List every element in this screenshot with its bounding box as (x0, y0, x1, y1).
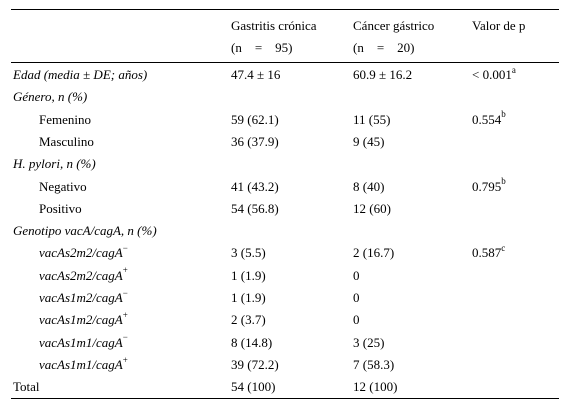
cell-cancer: 0 (353, 267, 360, 283)
table-row: Género, n (%) (11, 86, 559, 108)
header-gastritis-n: (n = 95) (231, 40, 293, 55)
cell-cancer: 0 (353, 290, 360, 305)
row-label: Positivo (39, 200, 82, 216)
cell-gastritis: 54 (100) (231, 379, 276, 395)
cell-cancer: 60.9 ± 16.2 (353, 67, 413, 82)
header-cancer: Cáncer gástrico (n = 20) (353, 15, 434, 59)
row-label: Negativo (39, 178, 87, 194)
cell-gastritis: 36 (37.9) (231, 133, 279, 149)
table-row: Total 54 (100) 12 (100) (11, 376, 559, 398)
table-row: Positivo 54 (56.8) 12 (60) (11, 198, 559, 220)
cell-pvalue: < 0.001a (472, 64, 516, 82)
cell-cancer: 8 (40) (353, 178, 385, 194)
table-row: Masculino 36 (37.9) 9 (45) (11, 131, 559, 153)
header-gastritis: Gastritis crónica (n = 95) (231, 15, 317, 59)
row-label: Género, n (%) (13, 89, 88, 105)
cell-gastritis: 1 (1.9) (231, 290, 266, 305)
cell-cancer: 9 (45) (353, 133, 385, 149)
top-rule (11, 9, 559, 10)
table-row: Femenino 59 (62.1) 11 (55) 0.554b (11, 109, 559, 131)
row-label: vacAs1m1/cagA+ (39, 354, 128, 372)
cell-pvalue: 0.795b (472, 176, 506, 194)
cell-cancer: 3 (25) (353, 334, 385, 350)
table-row: Genotipo vacA/cagA, n (%) (11, 220, 559, 242)
cell-cancer: 11 (55) (353, 111, 391, 127)
row-label: H. pylori, n (%) (13, 156, 96, 172)
cell-gastritis: 1 (1.9) (231, 267, 266, 283)
cell-cancer: 12 (100) (353, 379, 398, 395)
cell-pvalue: 0.587c (472, 243, 506, 261)
row-label: vacAs1m2/cagA+ (39, 309, 128, 328)
table-row: vacAs1m1/cagA− 8 (14.8) 3 (25) (11, 332, 559, 354)
header-rule (11, 62, 559, 63)
table-row: vacAs2m2/cagA+ 1 (1.9) 0 (11, 265, 559, 287)
row-label: vacAs1m1/cagA− (39, 332, 128, 350)
row-label: vacAs2m2/cagA− (39, 243, 128, 261)
cell-cancer: 0 (353, 312, 360, 328)
row-label: vacAs1m2/cagA− (39, 287, 128, 305)
cell-cancer: 7 (58.3) (353, 356, 395, 372)
bottom-rule (11, 398, 559, 399)
header-gastritis-title: Gastritis crónica (231, 18, 317, 33)
row-label: vacAs2m2/cagA+ (39, 265, 128, 283)
table-row: Edad (media ± DE; años) 47.4 ± 16 60.9 ± 1… (11, 64, 559, 86)
cell-pvalue: 0.554b (472, 109, 506, 127)
row-label: Total (13, 379, 40, 395)
table-header: Gastritis crónica (n = 95) Cáncer gástri… (11, 11, 559, 61)
row-label: Edad (media ± DE; años) (13, 67, 148, 82)
cell-gastritis: 39 (72.2) (231, 356, 279, 372)
table-row: vacAs1m2/cagA− 1 (1.9) 0 (11, 287, 559, 309)
header-pvalue: Valor de p (472, 18, 526, 33)
row-label: Femenino (39, 111, 91, 127)
table-row: vacAs1m1/cagA+ 39 (72.2) 7 (58.3) (11, 354, 559, 376)
cell-gastritis: 47.4 ± 16 (231, 67, 281, 82)
cell-gastritis: 41 (43.2) (231, 178, 279, 194)
table-row: H. pylori, n (%) (11, 153, 559, 175)
cell-cancer: 12 (60) (353, 200, 391, 216)
header-cancer-title: Cáncer gástrico (353, 18, 435, 33)
cell-gastritis: 2 (3.7) (231, 312, 266, 328)
table-row: vacAs1m2/cagA+ 2 (3.7) 0 (11, 309, 559, 331)
row-label: Masculino (39, 133, 94, 149)
table-row: Negativo 41 (43.2) 8 (40) 0.795b (11, 176, 559, 198)
cell-gastritis: 3 (5.5) (231, 245, 266, 261)
cell-gastritis: 8 (14.8) (231, 334, 273, 350)
row-label: Genotipo vacA/cagA, n (%) (13, 223, 157, 239)
cell-gastritis: 54 (56.8) (231, 200, 279, 216)
cell-gastritis: 59 (62.1) (231, 111, 279, 127)
cell-cancer: 2 (16.7) (353, 245, 395, 261)
table-row: vacAs2m2/cagA− 3 (5.5) 2 (16.7) 0.587c (11, 242, 559, 264)
header-cancer-n: (n = 20) (353, 40, 415, 55)
